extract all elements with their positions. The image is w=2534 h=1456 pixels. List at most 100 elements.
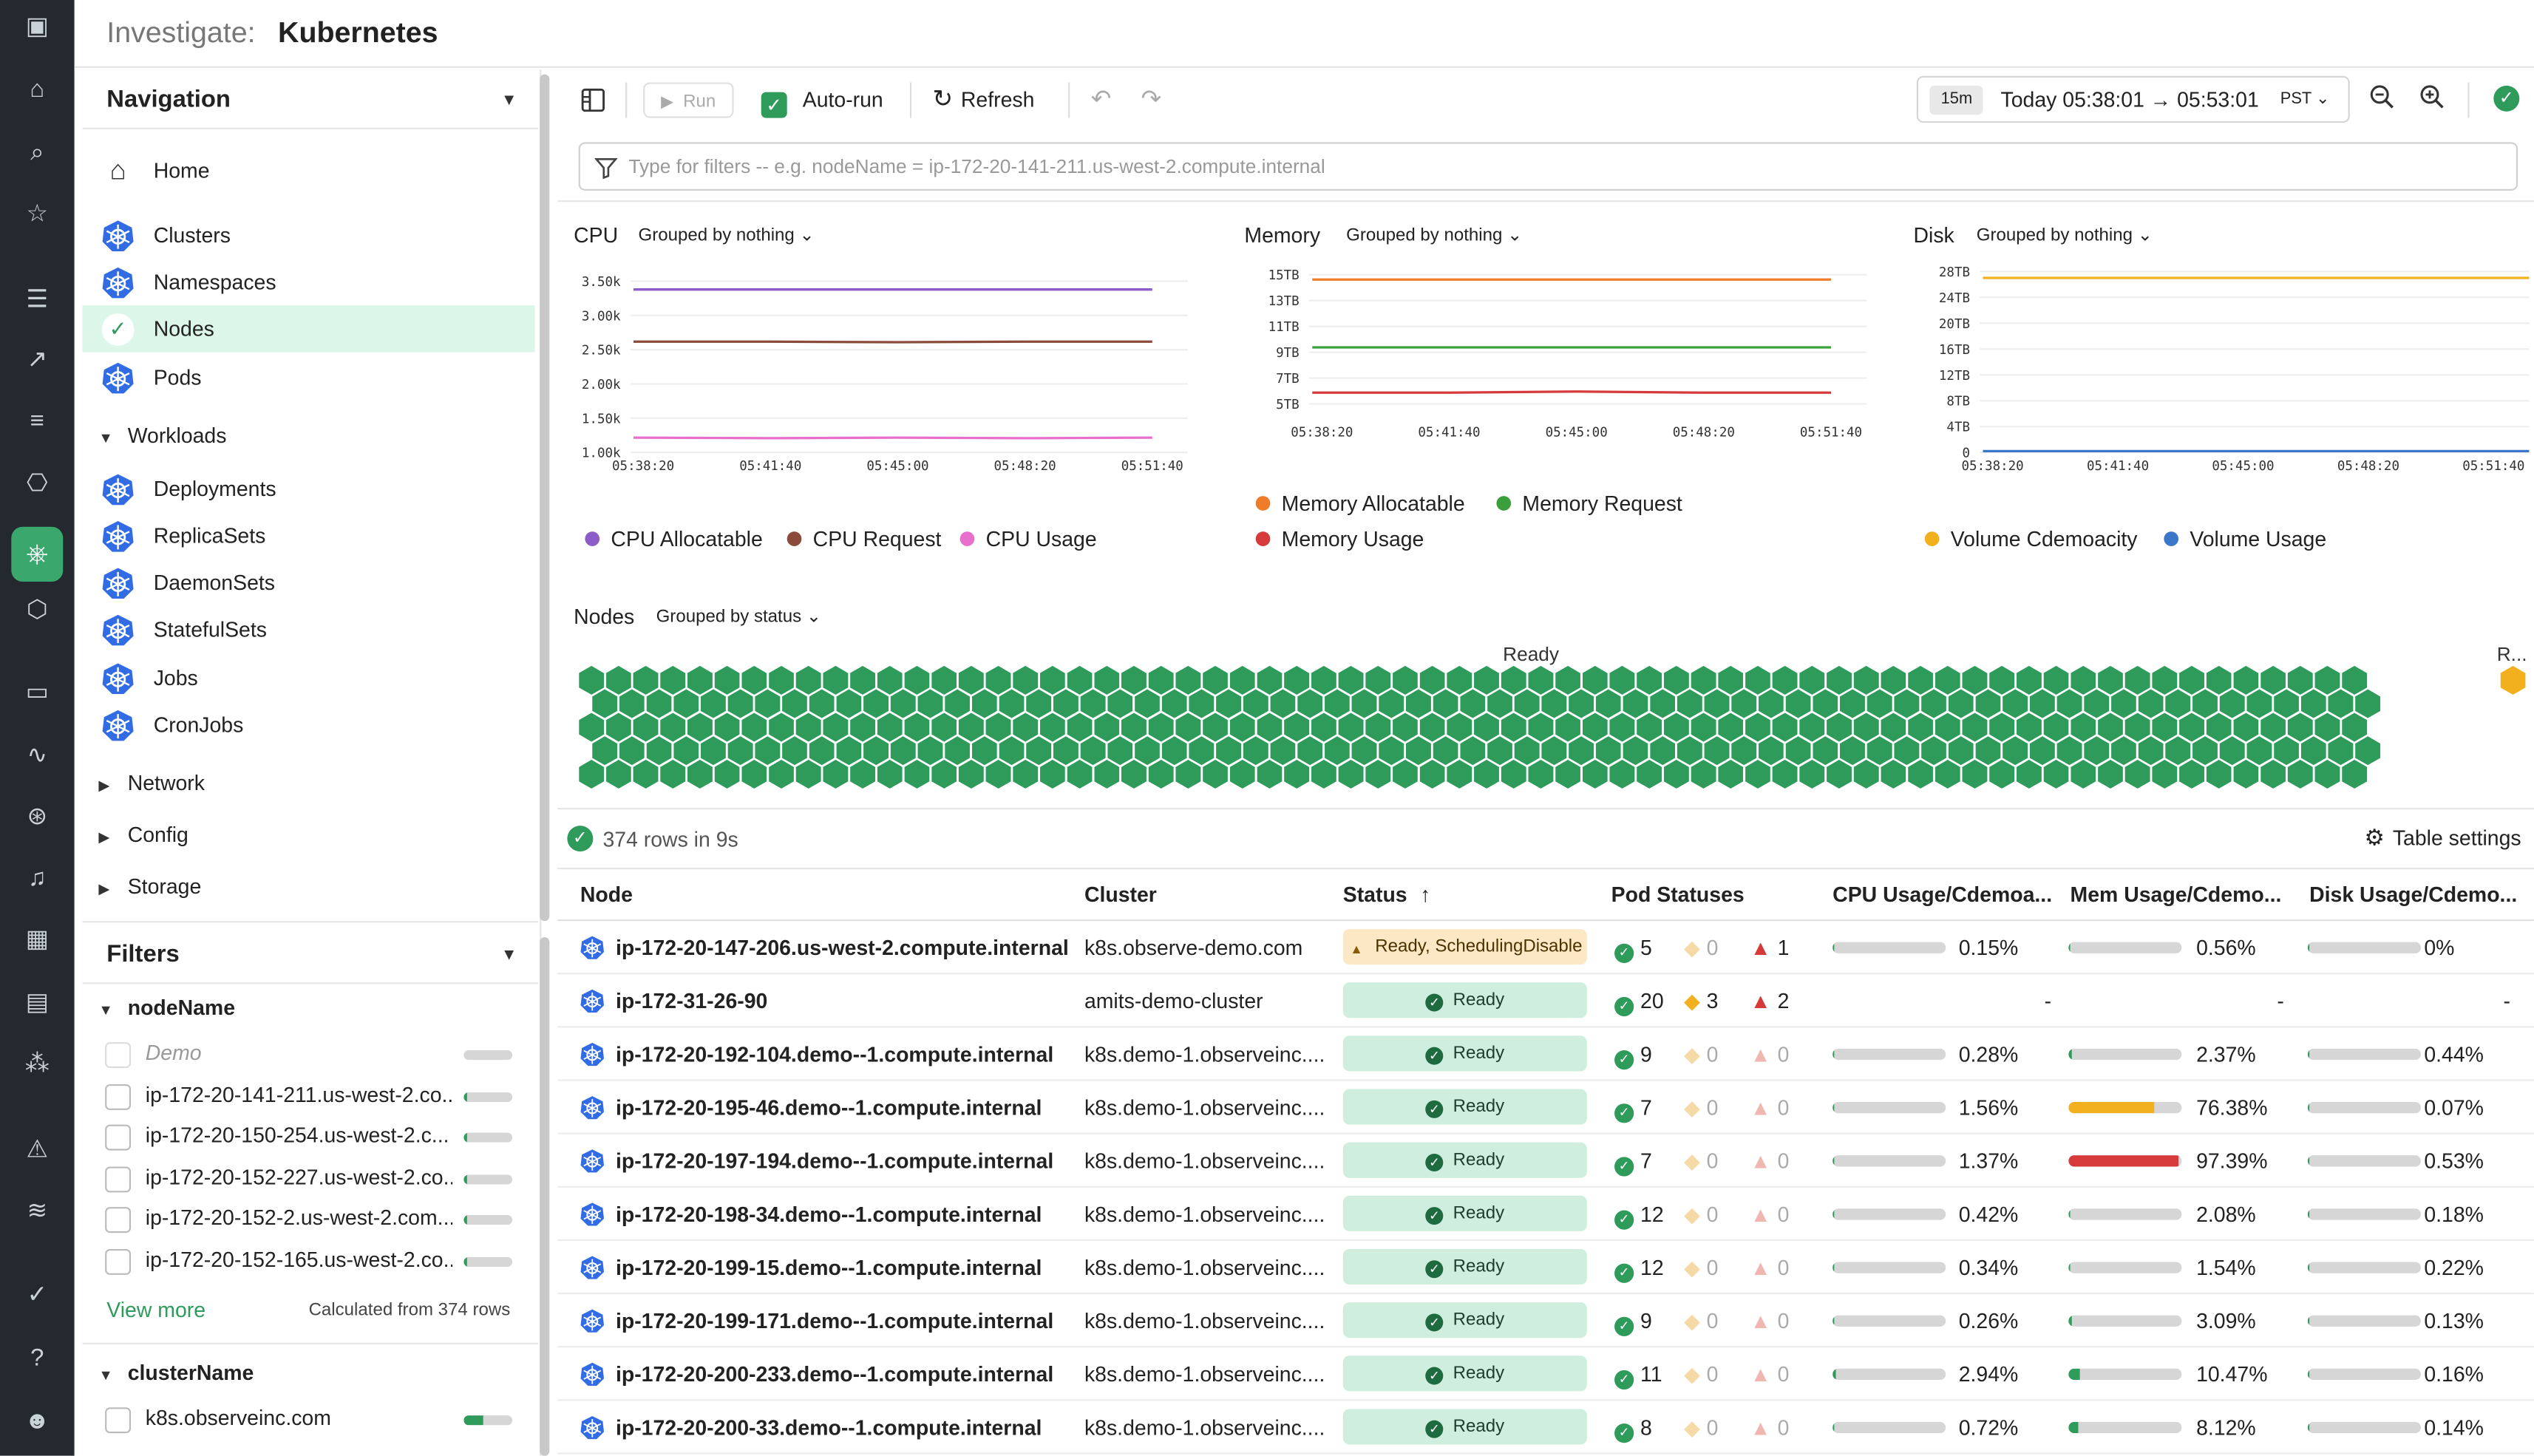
- node-hex-ready[interactable]: [2069, 758, 2098, 791]
- table-row[interactable]: ip-172-20-200-233.demo--1.compute.intern…: [557, 1347, 2534, 1401]
- filters-scrollbar[interactable]: [540, 937, 550, 1456]
- zoom-out-icon[interactable]: [2369, 84, 2395, 115]
- node-name[interactable]: ip-172-31-26-90: [615, 988, 768, 1013]
- node-hex-ready[interactable]: [2096, 758, 2125, 791]
- node-hex-ready[interactable]: [1472, 758, 1501, 791]
- node-hex-ready[interactable]: [1662, 758, 1691, 791]
- activity-icon[interactable]: ∿: [27, 741, 48, 769]
- column-header[interactable]: Cluster: [1084, 882, 1157, 907]
- memory-group-select[interactable]: Grouped by nothing ⌄: [1346, 226, 1523, 246]
- timezone-select[interactable]: PST ⌄: [2280, 90, 2330, 109]
- node-hex-ready[interactable]: [2340, 758, 2369, 791]
- node-hex-ready[interactable]: [2123, 758, 2152, 791]
- layers-icon[interactable]: ≋: [27, 1197, 48, 1225]
- node-hex-ready[interactable]: [1824, 758, 1854, 791]
- nav-item-deployments[interactable]: Deployments: [82, 466, 534, 512]
- stream-icon[interactable]: ≡: [30, 406, 44, 435]
- node-name[interactable]: ip-172-20-198-34.demo--1.compute.interna…: [615, 1202, 1042, 1227]
- table-row[interactable]: ip-172-20-199-15.demo--1.compute.interna…: [557, 1241, 2534, 1295]
- help-icon[interactable]: ?: [30, 1344, 44, 1372]
- legend-item[interactable]: CPU Request: [787, 527, 941, 551]
- disk-group-select[interactable]: Grouped by nothing ⌄: [1976, 226, 2153, 246]
- node-hex-ready[interactable]: [1119, 758, 1149, 791]
- navigation-scrollbar[interactable]: [540, 74, 550, 922]
- time-range-picker[interactable]: 15m Today 05:38:01 → 05:53:01 PST ⌄: [1916, 75, 2350, 123]
- autorun-checkbox[interactable]: ✓: [761, 92, 787, 118]
- table-row[interactable]: ip-172-20-192-104.demo--1.compute.intern…: [557, 1027, 2534, 1081]
- list-search-icon[interactable]: ☰: [26, 285, 48, 314]
- star-icon[interactable]: ☆: [26, 200, 48, 228]
- nav-group-config[interactable]: ▶ Config: [98, 823, 188, 847]
- node-hex-ready[interactable]: [1635, 758, 1664, 791]
- filter-option[interactable]: k8s.observeinc.com: [105, 1403, 535, 1441]
- filter-checkbox[interactable]: [105, 1407, 132, 1434]
- node-hex-ready[interactable]: [1770, 758, 1799, 791]
- node-hex-ready[interactable]: [1255, 758, 1284, 791]
- filter-checkbox[interactable]: [105, 1084, 132, 1110]
- table-row[interactable]: ip-172-20-200-33.demo--1.compute.interna…: [557, 1401, 2534, 1455]
- node-name[interactable]: ip-172-20-147-206.us-west-2.compute.inte…: [615, 935, 1069, 960]
- node-hex-ready[interactable]: [903, 758, 931, 791]
- nav-item-pods[interactable]: Pods: [82, 354, 534, 401]
- node-hex-ready[interactable]: [2042, 758, 2071, 791]
- node-hex-ready[interactable]: [1418, 758, 1447, 791]
- table-row[interactable]: ip-172-20-197-194.demo--1.compute.intern…: [557, 1134, 2534, 1188]
- node-hex-ready[interactable]: [1201, 758, 1230, 791]
- filter-option[interactable]: ip-172-20-141-211.us-west-2.co...: [105, 1079, 535, 1117]
- nodes-group-select[interactable]: Grouped by status ⌄: [656, 608, 821, 627]
- node-hex-ready[interactable]: [1309, 758, 1338, 791]
- node-hex-ready[interactable]: [2150, 758, 2179, 791]
- table-row[interactable]: ip-172-31-26-90 amits-demo-cluster ✓ Ready ✓…: [557, 974, 2534, 1028]
- column-header[interactable]: Disk Usage/Cdemo...: [2309, 882, 2517, 907]
- legend-item[interactable]: Volume Usage: [2164, 527, 2326, 551]
- trend-icon[interactable]: ↗: [27, 345, 48, 374]
- node-hex-ready[interactable]: [577, 758, 606, 791]
- filter-clustername-header[interactable]: ▼ clusterName: [98, 1360, 254, 1385]
- node-hex-ready[interactable]: [1554, 758, 1583, 791]
- legend-item[interactable]: Memory Usage: [1255, 527, 1424, 551]
- node-hex-ready[interactable]: [1364, 758, 1393, 791]
- node-hex-ready[interactable]: [713, 758, 741, 791]
- nav-group-storage[interactable]: ▶ Storage: [98, 874, 201, 899]
- node-hex-ready[interactable]: [1336, 758, 1365, 791]
- node-hex-ready[interactable]: [1174, 758, 1203, 791]
- node-hex-ready[interactable]: [2177, 758, 2207, 791]
- node-hex-ready[interactable]: [1011, 758, 1040, 791]
- node-hex-ready[interactable]: [1933, 758, 1962, 791]
- node-hex-ready[interactable]: [1852, 758, 1881, 791]
- node-hex-ready[interactable]: [930, 758, 959, 791]
- nodes-icon[interactable]: ⁂: [24, 1050, 50, 1078]
- node-name[interactable]: ip-172-20-197-194.demo--1.compute.intern…: [615, 1149, 1054, 1174]
- nav-item-namespaces[interactable]: Namespaces: [82, 259, 534, 305]
- node-hex-ready[interactable]: [1065, 758, 1094, 791]
- table-row[interactable]: ip-172-20-199-171.demo--1.compute.intern…: [557, 1294, 2534, 1348]
- time-range-badge[interactable]: 15m: [1929, 85, 1984, 115]
- zoom-in-icon[interactable]: [2419, 84, 2445, 115]
- node-hex-ready[interactable]: [659, 758, 687, 791]
- table-row[interactable]: ip-172-20-147-206.us-west-2.compute.inte…: [557, 921, 2534, 975]
- node-hex-ready[interactable]: [848, 758, 877, 791]
- refresh-button[interactable]: ↻ Refresh: [932, 85, 1035, 114]
- node-hex-ready[interactable]: [604, 758, 633, 791]
- node-hex-ready[interactable]: [740, 758, 769, 791]
- user-settings-icon[interactable]: ☻: [24, 1407, 50, 1435]
- node-hex-ready[interactable]: [2313, 758, 2342, 791]
- nav-item-replicasets[interactable]: ReplicaSets: [82, 512, 534, 559]
- node-hex-ready[interactable]: [1716, 758, 1745, 791]
- node-hex-ready[interactable]: [794, 758, 823, 791]
- filter-option[interactable]: ip-172-20-150-254.us-west-2.c...: [105, 1120, 535, 1158]
- node-hex-ready[interactable]: [1580, 758, 1609, 791]
- network-icon[interactable]: ⊛: [27, 803, 48, 831]
- filter-option[interactable]: ip-172-20-152-227.us-west-2.co...: [105, 1161, 535, 1200]
- node-name[interactable]: ip-172-20-199-171.demo--1.compute.intern…: [615, 1308, 1054, 1333]
- nav-item-clusters[interactable]: Clusters: [82, 211, 534, 258]
- node-hex-ready[interactable]: [957, 758, 985, 791]
- view-more-link[interactable]: View more: [106, 1297, 206, 1322]
- filter-option[interactable]: ip-172-20-152-165.us-west-2.co...: [105, 1244, 535, 1282]
- node-hex-ready[interactable]: [1960, 758, 1989, 791]
- layout-toggle-icon[interactable]: [580, 82, 606, 118]
- node-hex-ready[interactable]: [2204, 758, 2233, 791]
- kubernetes-icon[interactable]: ⎈: [11, 526, 64, 582]
- cube-icon[interactable]: ⬡: [26, 596, 48, 624]
- monitor-icon[interactable]: ▭: [25, 678, 49, 707]
